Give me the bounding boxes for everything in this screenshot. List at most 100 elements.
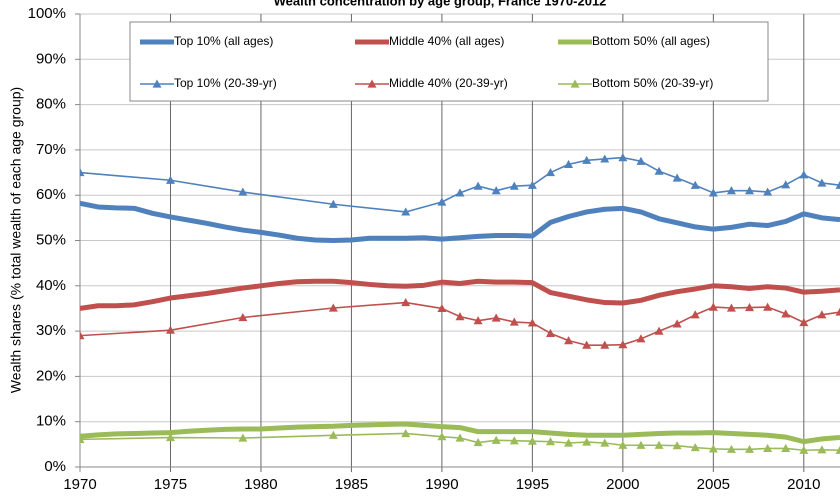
marker (582, 437, 592, 446)
y-tick-label: 50% (36, 231, 66, 248)
y-tick-label: 80% (36, 96, 66, 113)
marker (455, 433, 465, 442)
marker (165, 325, 175, 334)
y-tick-label: 90% (36, 50, 66, 67)
marker (799, 170, 809, 179)
y-tick-label: 60% (36, 186, 66, 203)
marker (672, 319, 682, 328)
marker (799, 317, 809, 327)
marker (455, 312, 465, 321)
y-tick-label: 100% (28, 5, 66, 22)
marker (328, 199, 338, 208)
marker (763, 187, 773, 196)
marker (708, 302, 718, 311)
marker (437, 197, 447, 206)
marker (564, 438, 574, 447)
marker (491, 435, 501, 444)
marker (473, 316, 483, 325)
x-tick-label: 1990 (425, 476, 458, 493)
marker (165, 175, 175, 184)
marker (509, 181, 519, 190)
marker (545, 168, 555, 177)
marker (509, 317, 519, 326)
x-tick-label: 1975 (154, 476, 187, 493)
marker (726, 186, 736, 195)
marker (582, 155, 592, 164)
marker (835, 307, 840, 316)
y-tick-label: 0% (44, 458, 66, 475)
legend-label: Bottom 50% (all ages) (592, 34, 710, 48)
marker (781, 180, 791, 189)
marker (654, 166, 664, 175)
marker (781, 309, 791, 318)
legend-label: Middle 40% (all ages) (389, 34, 504, 48)
marker (763, 443, 773, 453)
marker (491, 186, 501, 195)
marker (238, 313, 248, 322)
marker (618, 340, 628, 349)
marker (672, 441, 682, 450)
marker (745, 303, 755, 312)
y-tick-label: 30% (36, 322, 66, 339)
legend-box (129, 21, 769, 102)
marker (527, 180, 537, 189)
marker (636, 156, 646, 165)
marker (473, 438, 483, 447)
x-tick-label: 2005 (697, 476, 730, 493)
marker (817, 445, 827, 454)
y-tick-label: 20% (36, 367, 66, 384)
marker (238, 187, 248, 196)
x-tick-label: 1995 (516, 476, 549, 493)
marker (835, 180, 840, 189)
marker (80, 331, 85, 340)
marker (600, 154, 610, 163)
y-tick-label: 40% (36, 277, 66, 294)
marker (455, 188, 465, 197)
marker (708, 188, 718, 197)
marker (672, 173, 682, 182)
marker (165, 433, 175, 442)
y-tick-label: 10% (36, 413, 66, 430)
legend-label: Top 10% (20-39-yr) (174, 76, 277, 90)
marker (763, 302, 773, 311)
marker (817, 310, 827, 319)
legend-marker (367, 79, 377, 88)
x-tick-label: 1985 (335, 476, 368, 493)
x-tick-label: 2010 (787, 476, 820, 493)
marker (835, 445, 840, 454)
marker (564, 336, 574, 345)
x-tick-label: 1970 (63, 476, 96, 493)
marker (527, 436, 537, 445)
legend-label: Middle 40% (20-39-yr) (389, 76, 508, 90)
marker (328, 430, 338, 439)
marker (726, 444, 736, 453)
marker (527, 318, 537, 327)
marker (745, 444, 755, 453)
marker (238, 433, 248, 442)
marker (817, 178, 827, 187)
series-line (80, 301, 840, 346)
marker (509, 436, 519, 445)
legend-marker (152, 79, 162, 88)
marker (582, 340, 592, 349)
legend-marker (570, 79, 580, 88)
plot-area (80, 153, 840, 454)
marker (80, 168, 85, 177)
marker (545, 328, 555, 337)
marker (80, 434, 85, 443)
marker (690, 310, 700, 319)
marker (401, 298, 411, 307)
marker (401, 207, 411, 216)
series-line (80, 200, 840, 243)
marker (654, 326, 664, 335)
legend-label: Top 10% (all ages) (174, 34, 273, 48)
marker (636, 334, 646, 343)
marker (636, 440, 646, 449)
series-line (80, 421, 840, 445)
marker (799, 445, 809, 454)
marker (491, 313, 501, 322)
marker (545, 437, 555, 446)
marker (437, 303, 447, 313)
marker (600, 438, 610, 447)
